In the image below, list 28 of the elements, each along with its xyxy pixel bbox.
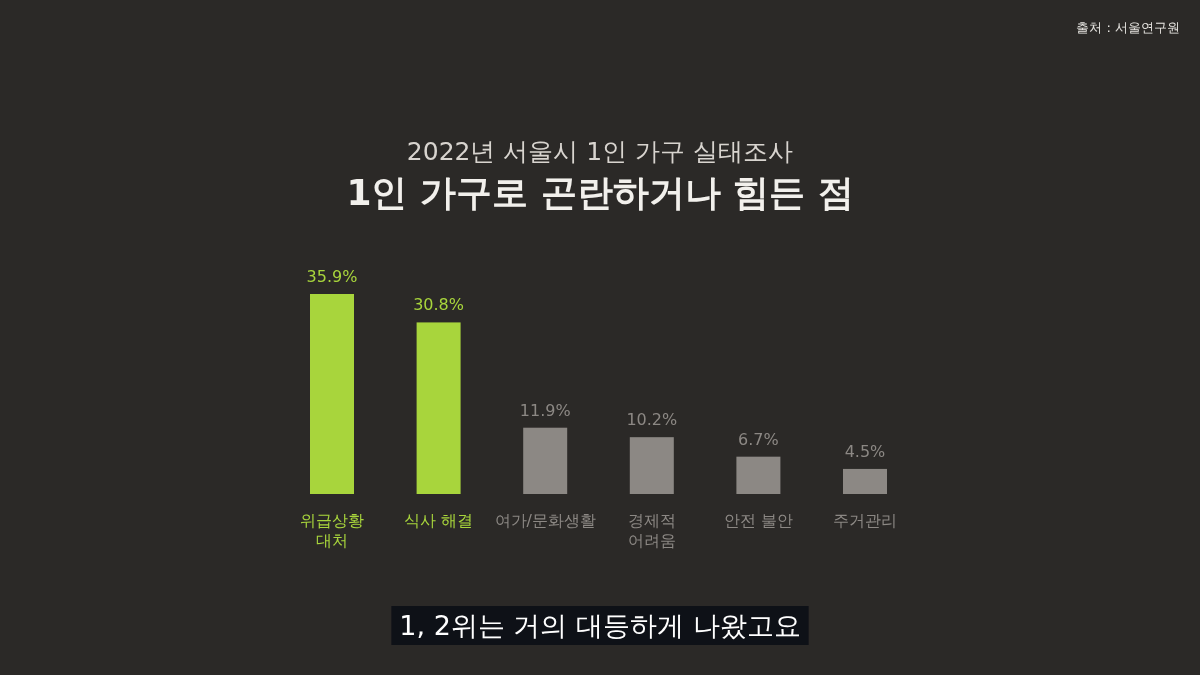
x-tick-label: 경제적 어려움 xyxy=(627,511,676,550)
data-label: 4.5% xyxy=(844,441,886,461)
bar: 35.9% 위급상황 대처 xyxy=(300,267,364,550)
chart-subtitle: 2022년 서울시 1인 가구 실태조사 xyxy=(406,137,794,166)
x-tick-label: 위급상황 대처 xyxy=(300,511,364,550)
bar xyxy=(629,437,674,494)
x-tick-label: 안전 불안 xyxy=(723,511,793,530)
x-tick-label: 주거관리 xyxy=(833,511,897,530)
source-note: 출처 : 서울연구원 xyxy=(1076,20,1180,35)
data-label: 35.9% xyxy=(306,267,358,286)
bar: 10.2% 경제적 어려움 xyxy=(626,410,678,550)
bar xyxy=(310,294,354,494)
bar xyxy=(523,427,568,494)
data-label: 30.8% xyxy=(413,295,465,315)
bar: 30.8% 식사 해결 xyxy=(404,295,474,530)
bar xyxy=(843,468,887,494)
x-tick-label: 식사 해결 xyxy=(404,511,474,530)
x-tick-label: 여가/문화생활 xyxy=(494,511,596,530)
data-label: 6.7% xyxy=(738,429,779,449)
data-label: 11.9% xyxy=(519,400,571,420)
bar: 11.9% 여가/문화생활 xyxy=(494,400,596,530)
bar xyxy=(416,322,461,494)
bar: 6.7% 안전 불안 xyxy=(723,429,793,530)
data-label: 10.2% xyxy=(626,410,678,430)
bar: 4.5% 주거관리 xyxy=(833,441,897,530)
text: 1, 2위는 거의 대등하게 나왔고요 xyxy=(399,610,801,641)
bar xyxy=(736,456,781,494)
chart-title: 1인 가구로 곤란하거나 힘든 점 xyxy=(346,172,854,213)
